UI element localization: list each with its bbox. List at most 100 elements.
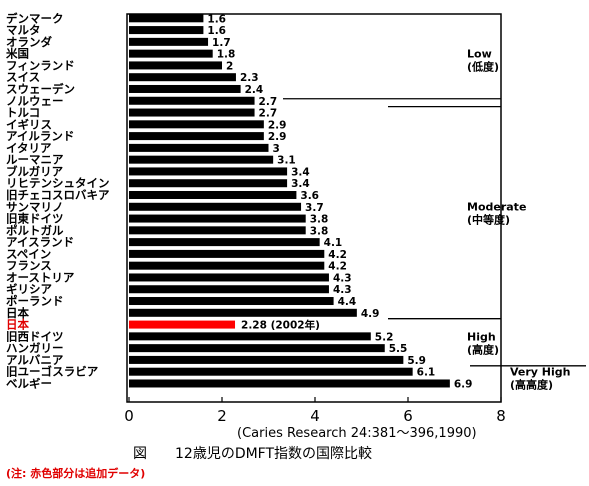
value-label: 3.6: [300, 190, 319, 202]
bar-19: [129, 238, 320, 247]
category-label: アイスランド: [6, 235, 74, 249]
bar-8: [129, 108, 255, 117]
value-label: 1.7: [212, 37, 231, 49]
x-tick-label: 8: [496, 407, 506, 425]
category-labels: デンマークマルタオランダ米国フィンランドスイススウェーデンノルウェートルコイギリ…: [5, 11, 110, 390]
category-label: ポーランド: [6, 294, 64, 308]
plot-frame: [126, 13, 502, 403]
group-label: Low: [467, 48, 492, 61]
value-label: 3: [273, 143, 280, 155]
category-label: スイス: [6, 70, 40, 84]
bar-27: [129, 332, 371, 341]
value-label: 2: [226, 60, 233, 72]
value-label: 6.1: [417, 367, 436, 379]
group-sublabel: (中等度): [467, 213, 510, 227]
category-label: 米国: [5, 47, 29, 61]
value-label: 3.4: [291, 166, 310, 178]
bar-2: [129, 37, 209, 46]
bar-20: [129, 249, 325, 258]
value-label: 1.6: [207, 13, 226, 25]
category-label: ハンガリー: [6, 341, 64, 355]
category-label: ギリシア: [6, 282, 52, 296]
level-groups: Low(低度) Moderate(中等度) High(高度) Very High(高高…: [283, 48, 586, 392]
category-label: フィンランド: [6, 58, 75, 72]
value-label: 6.9: [454, 378, 473, 390]
value-label: 2.7: [259, 96, 278, 108]
value-label: 3.8: [310, 214, 329, 226]
group-label: Moderate: [467, 201, 526, 214]
source-label: (Caries Research 24:381～396,1990): [237, 426, 477, 441]
category-label: ルーマニア: [6, 153, 64, 167]
category-label: イギリス: [6, 117, 52, 131]
figure-caption: 図 12歳児のDMFT指数の国際比較: [133, 446, 372, 462]
category-label: ノルウェー: [6, 94, 64, 108]
category-label: フランス: [6, 259, 52, 273]
value-label: 3.1: [277, 155, 296, 167]
bar-26: [129, 320, 236, 329]
value-labels: 1.61.61.71.822.32.42.72.72.92.933.13.43.…: [207, 13, 472, 390]
value-label: 2.4: [245, 84, 264, 96]
bar-12: [129, 155, 274, 164]
category-label: アイルランド: [6, 129, 74, 143]
category-label: マルタ: [6, 23, 41, 37]
value-label: 3.8: [310, 225, 329, 237]
category-label: スウェーデン: [6, 82, 75, 96]
bar-21: [129, 261, 325, 270]
value-label: 5.2: [375, 331, 394, 343]
category-label: ポルトガル: [6, 223, 64, 237]
value-label: 4.2: [328, 261, 347, 273]
value-label: 4.4: [338, 296, 357, 308]
bar-24: [129, 297, 334, 306]
bar-18: [129, 226, 306, 235]
bar-17: [129, 214, 306, 223]
category-label: 日本: [6, 306, 29, 320]
value-label: 2.28 (2002年): [241, 319, 320, 332]
category-label: サンマリノ: [6, 200, 64, 214]
bar-9: [129, 120, 264, 129]
value-label: 2.7: [259, 108, 278, 120]
bar-23: [129, 285, 329, 294]
category-label: 日本: [6, 318, 29, 332]
bar-25: [129, 308, 357, 317]
category-label: イタリア: [6, 141, 52, 155]
bar-29: [129, 355, 404, 364]
bar-7: [129, 96, 255, 105]
category-label: デンマーク: [6, 11, 64, 25]
value-label: 3.7: [305, 202, 324, 214]
value-label: 4.3: [333, 272, 352, 284]
value-label: 5.9: [407, 355, 426, 367]
value-label: 3.4: [291, 178, 310, 190]
bar-11: [129, 143, 269, 152]
category-label: オーストリア: [6, 270, 75, 284]
category-label: 旧チェコスロバキア: [6, 188, 110, 202]
value-label: 2.9: [268, 119, 287, 131]
bars-layer: [129, 14, 450, 388]
bar-1: [129, 26, 204, 35]
value-label: 4.3: [333, 284, 352, 296]
bar-10: [129, 132, 264, 141]
group-label: High: [467, 330, 496, 343]
bar-13: [129, 167, 288, 176]
category-label: 旧西ドイツ: [6, 329, 64, 343]
bar-22: [129, 273, 329, 282]
category-label: ブルガリア: [6, 164, 64, 178]
bar-31: [129, 379, 450, 388]
group-sublabel: (高高度): [510, 378, 553, 392]
value-label: 4.1: [324, 237, 343, 249]
note-label: (注: 赤色部分は追加データ): [6, 466, 145, 480]
bar-0: [129, 14, 204, 23]
category-label: トルコ: [6, 106, 40, 120]
value-label: 4.9: [361, 308, 380, 320]
bar-6: [129, 84, 241, 93]
x-tick-label: 4: [310, 407, 320, 425]
value-label: 1.6: [207, 25, 226, 37]
x-tick-label: 2: [217, 407, 227, 425]
value-label: 2.3: [240, 72, 259, 84]
value-label: 5.5: [389, 343, 408, 355]
bar-3: [129, 49, 213, 58]
category-label: 旧ユーゴスラビア: [6, 365, 99, 379]
bar-30: [129, 367, 413, 376]
group-label: Very High: [510, 366, 570, 379]
value-label: 1.8: [217, 49, 236, 61]
